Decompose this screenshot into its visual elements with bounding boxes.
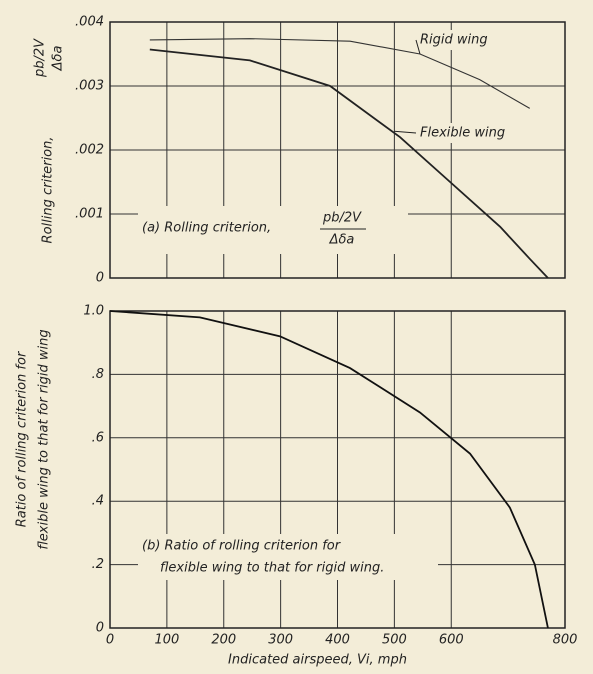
y-tick-label: .004 — [75, 15, 104, 30]
plot-frame — [109, 21, 566, 279]
x-tick-label: 800 — [553, 633, 578, 648]
leader-line — [394, 130, 417, 134]
annotation-num: pb/2V — [322, 211, 362, 226]
series-label: Flexible wing — [420, 126, 505, 141]
y-tick-label: .8 — [92, 367, 104, 382]
y-tick-label: 0 — [96, 271, 104, 286]
legend-bg — [414, 30, 534, 50]
series-line — [149, 38, 531, 109]
legend-bg — [414, 123, 534, 143]
y-axis-label-den: Δδa — [51, 46, 66, 72]
y-axis-label: Ratio of rolling criterion for — [15, 350, 30, 527]
annotation: flexible wing to that for rigid wing. — [160, 561, 384, 576]
x-tick-label: 400 — [325, 633, 350, 648]
y-tick-label: 0 — [96, 621, 104, 636]
y-tick-label: .4 — [92, 494, 104, 509]
y-tick-label: .003 — [75, 79, 104, 94]
y-axis-label: flexible wing to that for rigid wing — [37, 329, 52, 549]
y-axis-label-num: pb/2V — [33, 38, 48, 78]
series-line — [109, 310, 549, 629]
annotation: (a) Rolling criterion, — [142, 221, 271, 236]
y-tick-label: 1.0 — [83, 304, 104, 319]
y-tick-label: .001 — [75, 207, 104, 222]
x-axis-label: Indicated airspeed, Vi, mph — [228, 653, 407, 668]
x-tick-label: 500 — [382, 633, 407, 648]
x-tick-label: 100 — [154, 633, 179, 648]
x-tick-label: 300 — [268, 633, 293, 648]
series-label: Rigid wing — [420, 33, 488, 48]
y-tick-label: .2 — [92, 557, 104, 572]
plot-frame — [109, 310, 566, 629]
leader-line — [415, 39, 421, 55]
series-line — [149, 48, 549, 279]
x-tick-label: 600 — [439, 633, 464, 648]
y-tick-label: .6 — [92, 430, 104, 445]
annotation-den: Δδa — [329, 233, 355, 248]
annot-bg — [138, 534, 438, 580]
y-axis-label: Rolling criterion, — [41, 137, 56, 244]
x-tick-label: 200 — [211, 633, 236, 648]
annotation: (b) Ratio of rolling criterion for — [142, 539, 342, 554]
annot-bg — [138, 206, 408, 254]
y-tick-label: .002 — [75, 143, 104, 158]
x-tick-label: 0 — [106, 633, 114, 648]
